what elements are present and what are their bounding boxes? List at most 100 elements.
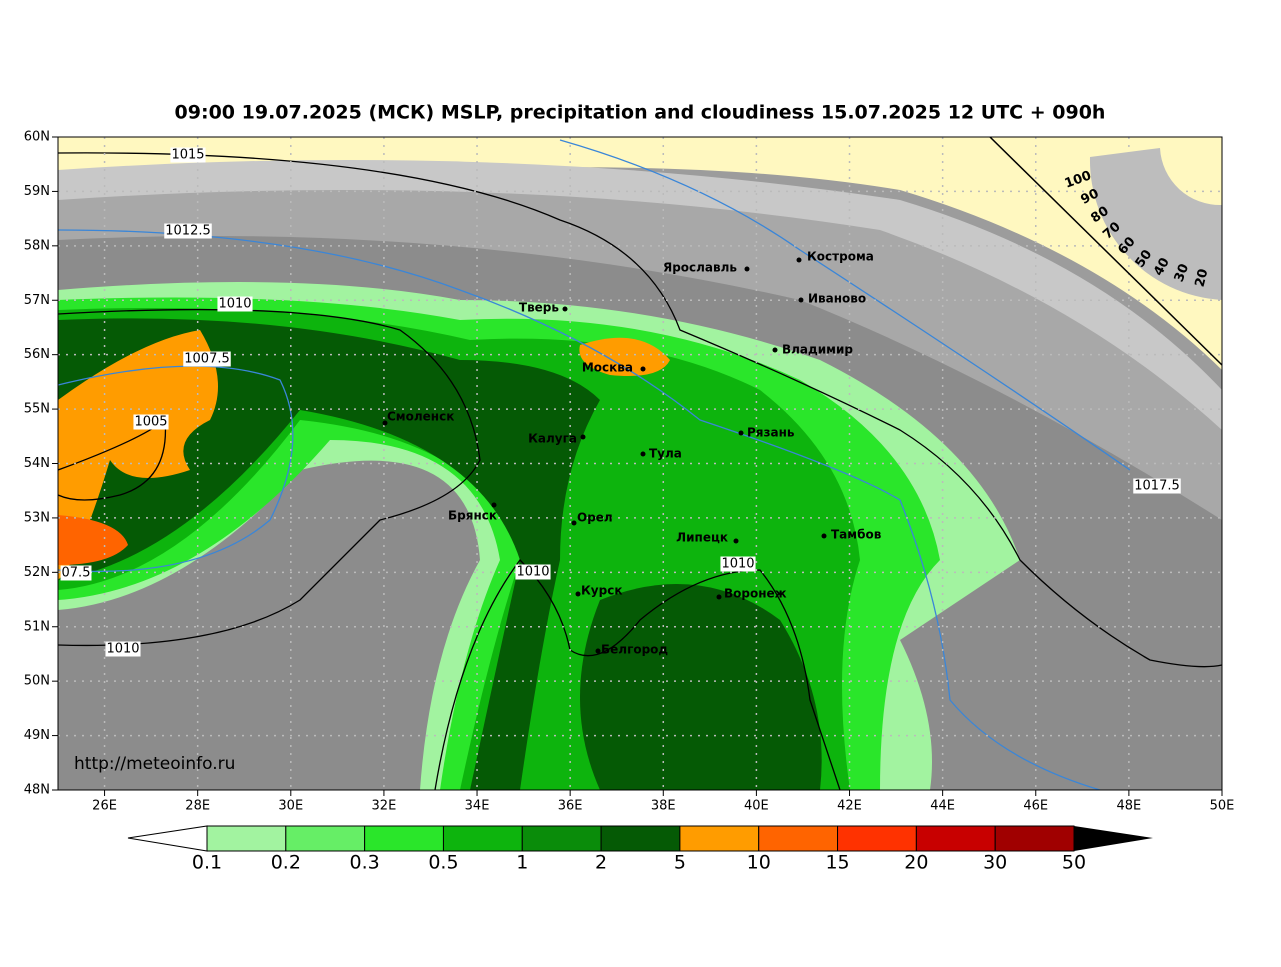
colorbar-cell	[364, 825, 444, 852]
colorbar-label: 30	[983, 852, 1007, 874]
city-label: Курск	[581, 584, 622, 598]
city-dot	[382, 420, 388, 426]
city-dot	[640, 366, 646, 372]
city-dot	[562, 306, 568, 312]
city-label: Смоленск	[387, 410, 454, 424]
city-label: Москва	[582, 361, 633, 375]
cloud-scale-edge	[989, 137, 1222, 366]
isobar-label-bg	[217, 296, 253, 312]
cloud-scale-label: 20	[1193, 267, 1212, 288]
isobar-label-bg	[105, 641, 141, 657]
lon-label: 50E	[1210, 799, 1235, 814]
colorbar-label: 1	[516, 852, 528, 874]
isobar-label-bg	[183, 351, 231, 367]
isobar-label: 1007.5	[184, 352, 230, 367]
isobar-label: 1010	[106, 642, 139, 657]
colorbar-cell	[600, 825, 681, 852]
lat-label: 50N	[24, 674, 50, 689]
isobar-label: 1012.5	[165, 224, 211, 239]
isobar-label: 1015	[171, 148, 204, 163]
lon-label: 42E	[837, 799, 862, 814]
colorbar-label: 20	[904, 852, 928, 874]
city-label: Липецк	[676, 531, 728, 545]
city-dot	[575, 591, 581, 597]
colorbar-label: 0.3	[350, 852, 380, 874]
city-label: Брянск	[448, 509, 497, 523]
lon-label: 34E	[465, 799, 490, 814]
lon-label: 36E	[558, 799, 583, 814]
city-dot	[491, 502, 497, 508]
city-dot	[744, 266, 750, 272]
lat-label: 54N	[24, 456, 50, 471]
colorbar-label: 0.1	[192, 852, 222, 874]
isobar-label-bg	[515, 564, 551, 580]
isotherms	[58, 139, 1131, 790]
city-dot	[716, 594, 722, 600]
colorbar-label: 0.2	[271, 852, 301, 874]
isobar-label-bg	[60, 565, 92, 581]
isobar-label: 1010	[218, 297, 251, 312]
city-label: Воронеж	[724, 587, 787, 601]
city-dot	[798, 297, 804, 303]
lat-label: 57N	[24, 293, 50, 308]
city-dot	[738, 430, 744, 436]
source-link: http://meteoinfo.ru	[74, 754, 235, 774]
lat-label: 58N	[24, 238, 50, 253]
colorbar-label: 2	[595, 852, 607, 874]
colorbar-label: 10	[747, 852, 771, 874]
city-label: Калуга	[528, 432, 577, 446]
isobar-label: 1010	[516, 565, 549, 580]
map-field	[58, 137, 1222, 790]
city-label: Белгород	[601, 643, 668, 657]
colorbar-min	[127, 825, 208, 852]
clear-area	[58, 137, 1222, 370]
city-dot	[595, 648, 601, 654]
lon-label: 28E	[185, 799, 210, 814]
lat-label: 53N	[24, 510, 50, 525]
city-label: Кострома	[807, 250, 874, 264]
lon-label: 48E	[1116, 799, 1141, 814]
isobar-label-bg	[720, 556, 756, 572]
precip-area	[580, 584, 822, 790]
precip-area	[58, 318, 600, 790]
cloud-scale-label: 30	[1172, 262, 1192, 284]
colorbar-cell	[442, 825, 523, 852]
lat-label: 48N	[24, 783, 50, 798]
colorbar-cell	[679, 825, 760, 852]
city-dot	[580, 434, 586, 440]
colorbar-cell	[994, 825, 1075, 852]
city-dot	[796, 257, 802, 263]
lon-label: 46E	[1023, 799, 1048, 814]
colorbar-label: 5	[674, 852, 686, 874]
isobar-label: 07.5	[62, 566, 91, 581]
city-label: Ярославль	[663, 261, 737, 275]
heavy-precip	[58, 515, 128, 565]
city-label: Владимир	[782, 343, 853, 357]
lat-label: 56N	[24, 347, 50, 362]
lat-label: 49N	[24, 728, 50, 743]
cloud-scale-label: 90	[1079, 186, 1102, 208]
lon-label: 26E	[92, 799, 117, 814]
city-label: Рязань	[747, 426, 795, 440]
city-label: Тамбов	[831, 528, 882, 542]
colorbar-max	[1074, 826, 1153, 851]
isobar-label: 1005	[134, 415, 167, 430]
city-dot	[821, 533, 827, 539]
lat-label: 59N	[24, 184, 50, 199]
city-dot	[772, 347, 778, 353]
colorbar-cell	[521, 825, 602, 852]
city-label: Тула	[649, 447, 682, 461]
lon-label: 38E	[651, 799, 676, 814]
graticule	[58, 137, 1222, 790]
lat-label: 51N	[24, 619, 50, 634]
lon-label: 40E	[744, 799, 769, 814]
colorbar-label: 0.5	[428, 852, 458, 874]
lon-label: 44E	[930, 799, 955, 814]
cloud-scale	[1089, 148, 1222, 300]
lat-label: 52N	[24, 565, 50, 580]
city-dot	[640, 451, 646, 457]
isobar-label-bg	[170, 147, 206, 163]
colorbar-label: 15	[825, 852, 849, 874]
lat-label: 55N	[24, 402, 50, 417]
